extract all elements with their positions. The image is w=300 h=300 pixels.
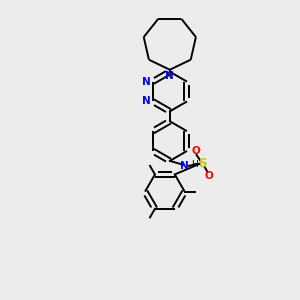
- Text: N: N: [165, 71, 174, 81]
- Text: N: N: [180, 161, 189, 171]
- Text: N: N: [142, 76, 151, 87]
- Text: O: O: [191, 146, 200, 156]
- Text: H: H: [191, 160, 198, 169]
- Text: N: N: [142, 97, 151, 106]
- Text: O: O: [204, 171, 213, 181]
- Text: S: S: [198, 158, 207, 170]
